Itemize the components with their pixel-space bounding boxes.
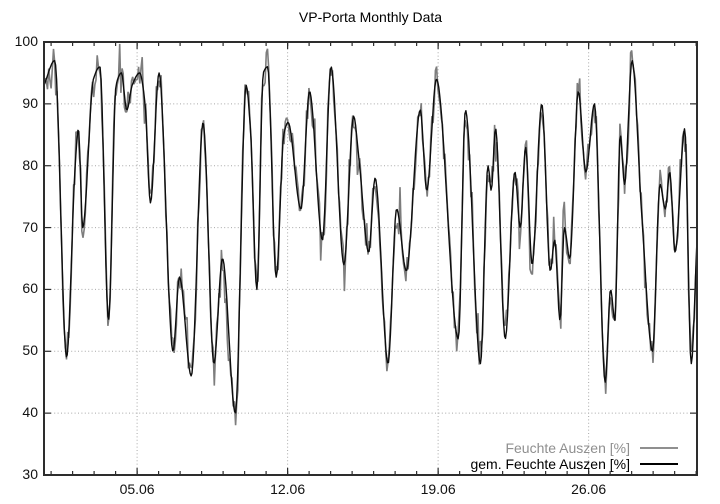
y-axis-tick-label: 30 <box>22 466 38 482</box>
y-axis-tick-label: 60 <box>22 280 38 297</box>
chart-title: VP-Porta Monthly Data <box>298 9 443 25</box>
x-axis-tick-label: 05.06 <box>119 481 155 497</box>
y-axis-tick-label: 80 <box>22 156 38 173</box>
legend-label-smoothed-series: gem. Feuchte Auszen [%] <box>470 456 630 472</box>
y-axis-tick-label: 50 <box>22 342 38 359</box>
x-axis-tick-label: 12.06 <box>270 481 306 497</box>
plot-border <box>43 41 698 476</box>
x-axis-tick-label: 26.06 <box>571 481 607 497</box>
series-smoothed-line <box>44 59 697 414</box>
y-axis-tick-label: 90 <box>22 94 38 111</box>
y-axis-tick-label: 40 <box>22 404 38 421</box>
legend-line-sample-raw-series <box>640 447 678 449</box>
legend-label-raw-series: Feuchte Auszen [%] <box>505 440 630 456</box>
y-axis-tick-label: 100 <box>14 33 38 49</box>
legend-line-sample-smoothed-series <box>640 463 678 465</box>
y-axis-tick-label: 70 <box>22 218 38 235</box>
x-axis-tick-label: 19.06 <box>420 481 456 497</box>
